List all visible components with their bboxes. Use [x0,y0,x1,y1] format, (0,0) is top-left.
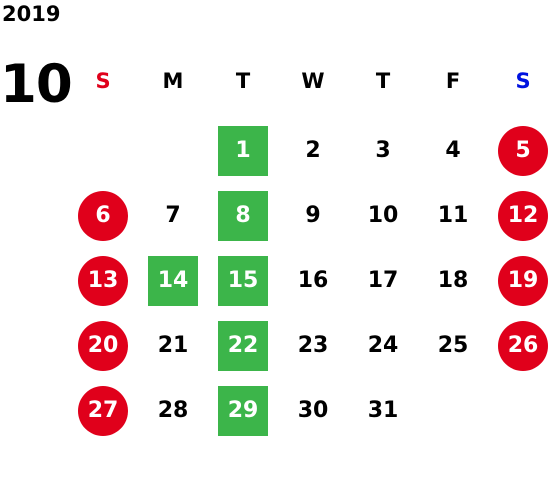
day-number: 18 [437,268,469,293]
day-cell[interactable]: 20 [68,313,138,378]
day-number: 2 [305,138,321,163]
year-label: 2019 [2,2,61,26]
day-number: 10 [367,203,399,228]
day-number: 16 [297,268,329,293]
day-number: 5 [498,125,548,176]
empty-cell [68,118,138,183]
day-cell[interactable]: 10 [348,183,418,248]
weekday-friday: F [445,69,461,93]
day-cell[interactable]: 22 [208,313,278,378]
weekday-header: S M T W T F S [68,64,548,98]
day-cell[interactable]: 26 [488,313,548,378]
day-cell[interactable]: 24 [348,313,418,378]
day-cell[interactable]: 28 [138,378,208,443]
day-number: 28 [157,398,189,423]
day-number: 8 [218,190,268,241]
day-number: 15 [218,255,268,306]
day-number: 12 [498,190,548,241]
day-number: 1 [218,125,268,176]
day-number: 24 [367,333,399,358]
day-cell[interactable]: 9 [278,183,348,248]
day-number: 11 [437,203,469,228]
day-number: 26 [498,320,548,371]
day-number: 14 [148,255,198,306]
day-cell[interactable]: 1 [208,118,278,183]
weekday-monday: M [162,69,184,93]
weekday-wednesday: W [301,69,325,93]
day-cell[interactable]: 15 [208,248,278,313]
day-number: 30 [297,398,329,423]
day-number: 25 [437,333,469,358]
day-number: 7 [165,203,181,228]
day-cell[interactable]: 13 [68,248,138,313]
day-cell[interactable]: 18 [418,248,488,313]
day-number: 21 [157,333,189,358]
day-number: 6 [78,190,128,241]
day-cell[interactable]: 19 [488,248,548,313]
day-cell[interactable]: 3 [348,118,418,183]
day-number: 13 [78,255,128,306]
day-number: 4 [445,138,461,163]
weekday-sunday: S [95,69,111,93]
day-cell[interactable]: 14 [138,248,208,313]
day-number: 20 [78,320,128,371]
day-cell[interactable]: 5 [488,118,548,183]
day-number: 27 [78,385,128,436]
day-cell[interactable]: 16 [278,248,348,313]
day-cell[interactable]: 17 [348,248,418,313]
day-number: 17 [367,268,399,293]
empty-cell [138,118,208,183]
day-number: 19 [498,255,548,306]
day-cell[interactable]: 2 [278,118,348,183]
day-cell[interactable]: 6 [68,183,138,248]
weekday-thursday: T [375,69,391,93]
day-cell[interactable]: 29 [208,378,278,443]
day-number: 23 [297,333,329,358]
weekday-saturday: S [515,69,531,93]
day-number: 31 [367,398,399,423]
month-label: 10 [0,54,73,115]
day-cell[interactable]: 31 [348,378,418,443]
day-cell[interactable]: 8 [208,183,278,248]
weekday-tuesday: T [235,69,251,93]
day-cell[interactable]: 4 [418,118,488,183]
day-cell[interactable]: 21 [138,313,208,378]
day-cell[interactable]: 7 [138,183,208,248]
day-number: 9 [305,203,321,228]
day-cell[interactable]: 27 [68,378,138,443]
day-number: 29 [218,385,268,436]
day-number: 3 [375,138,391,163]
day-cell[interactable]: 11 [418,183,488,248]
day-cell[interactable]: 12 [488,183,548,248]
day-number: 22 [218,320,268,371]
day-grid: 1 2 3 4 5 6 7 8 9 10 11 12 13 14 15 16 17 18 19 20 21 22 23 24 2… [68,118,548,443]
day-cell[interactable]: 30 [278,378,348,443]
day-cell[interactable]: 23 [278,313,348,378]
day-cell[interactable]: 25 [418,313,488,378]
